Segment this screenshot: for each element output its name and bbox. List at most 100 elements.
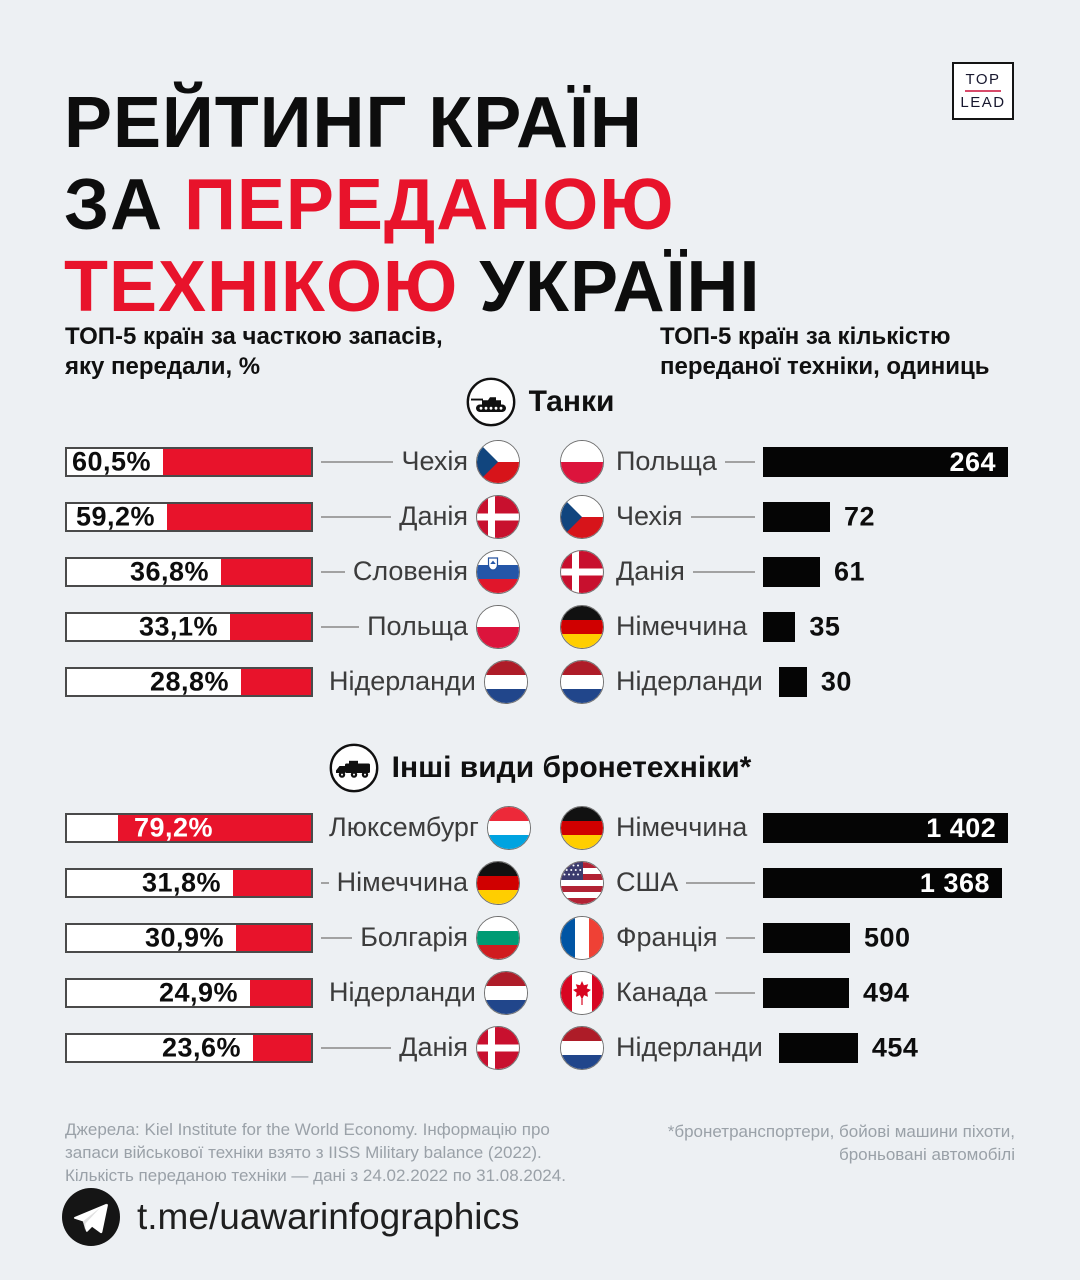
percent-bar-fill <box>221 558 311 585</box>
footnote-line1: *бронетранспортери, бойові машини піхоти… <box>667 1122 1015 1141</box>
count-value: 35 <box>809 611 841 641</box>
count-bar-zone: 454 <box>778 1032 1031 1063</box>
connector-line <box>690 515 755 518</box>
count-value: 500 <box>864 922 911 952</box>
right-column-header: ТОП-5 країн за кількістю переданої техні… <box>660 322 990 382</box>
chart-row: 36,8% Словенія Данія 61 <box>65 544 1015 599</box>
percent-bar: 60,5% <box>65 446 313 477</box>
country-label: Словенія <box>352 556 468 586</box>
count-bar <box>763 611 796 642</box>
percent-bar-fill <box>163 448 311 475</box>
connector-line <box>321 881 329 884</box>
count-value: 72 <box>844 501 876 531</box>
asterisk-footnote: *бронетранспортери, бойові машини піхоти… <box>668 1120 1015 1166</box>
connector-line <box>321 460 394 463</box>
left-bar-row: 24,9% Нідерланди <box>65 970 528 1015</box>
title-line3-red: ТЕХНІКОЮ <box>64 247 480 328</box>
right-bar-row: Німеччина 35 <box>560 604 1015 649</box>
country-label: Польща <box>616 446 717 476</box>
left-bar-row: 28,8% Нідерланди <box>65 659 528 704</box>
count-value: 264 <box>949 446 996 477</box>
count-value: 1 368 <box>919 867 990 898</box>
chart-row: 59,2% Данія Чехія 72 <box>65 489 1015 544</box>
country-label: Нідерланди <box>329 666 476 696</box>
count-bar: 264 <box>763 446 1008 477</box>
percent-bar-fill <box>118 814 311 841</box>
country-label: Чехія <box>401 446 468 476</box>
count-bar-zone: 500 <box>763 922 1015 953</box>
country-label: Данія <box>399 1032 468 1062</box>
percent-bar-fill <box>167 503 311 530</box>
percent-bar: 23,6% <box>65 1032 313 1063</box>
count-bar-zone: 72 <box>763 501 1015 532</box>
flag-luxembourg-icon <box>486 805 531 850</box>
footnote-line2: броньовані автомобілі <box>838 1145 1015 1164</box>
title-line2-red: ПЕРЕДАНОЮ <box>184 165 675 246</box>
title-line1: РЕЙТИНГ КРАЇН <box>64 83 643 164</box>
count-bar-zone: 1 402 <box>763 812 1015 843</box>
percent-label: 23,6% <box>161 1032 241 1062</box>
telegram-handle[interactable]: t.me/uawarinfographics <box>137 1196 520 1237</box>
left-bar-row: 33,1% Польща <box>65 604 520 649</box>
percent-bar-fill <box>241 668 311 695</box>
right-bar-row: Данія 61 <box>560 549 1015 594</box>
percent-bar-fill <box>250 979 311 1006</box>
country-label: Данія <box>399 501 468 531</box>
right-column-header-line2: переданої техніки, одиниць <box>660 353 990 380</box>
connector-line <box>715 991 755 994</box>
left-bar-row: 23,6% Данія <box>65 1025 520 1070</box>
flag-bulgaria-icon <box>476 915 520 960</box>
section-header: Інші види бронетехніки* <box>65 742 1015 794</box>
percent-bar: 24,9% <box>65 977 313 1008</box>
apc-icon <box>329 743 379 793</box>
percent-bar: 59,2% <box>65 501 313 532</box>
tank-icon <box>466 377 516 427</box>
chart-row: 60,5% Чехія Польща 264 <box>65 434 1015 489</box>
connector-line <box>321 570 345 573</box>
count-value: 454 <box>871 1032 919 1062</box>
percent-bar-fill <box>253 1034 311 1061</box>
count-bar <box>763 556 820 587</box>
count-bar: 1 402 <box>763 812 1009 843</box>
percent-bar: 79,2% <box>65 812 313 843</box>
connector-line <box>321 1046 392 1049</box>
country-label: Чехія <box>616 501 683 531</box>
percent-label: 60,5% <box>71 446 151 476</box>
telegram-link[interactable]: t.me/uawarinfographics <box>62 1188 520 1246</box>
connector-line <box>321 515 392 518</box>
country-label: Німеччина <box>336 867 468 897</box>
percent-label: 30,9% <box>144 922 224 952</box>
flag-poland-icon <box>560 439 604 484</box>
left-bar-row: 36,8% Словенія <box>65 549 520 594</box>
title-line3-black: УКРАЇНІ <box>479 247 761 328</box>
percent-label: 28,8% <box>149 666 229 696</box>
flag-poland-icon <box>476 604 520 649</box>
count-bar-zone: 1 368 <box>763 867 1015 898</box>
right-bar-row: Польща 264 <box>560 439 1015 484</box>
chart-row: 24,9% Нідерланди Канада 494 <box>65 965 1015 1020</box>
chart-row: 23,6% Данія Нідерланди 454 <box>65 1020 1015 1075</box>
count-bar <box>778 1032 858 1063</box>
section-title: Інші види бронетехніки* <box>391 751 752 784</box>
count-bar-zone: 35 <box>763 611 1015 642</box>
percent-bar-fill <box>233 869 311 896</box>
country-label: Канада <box>616 977 708 1007</box>
right-bar-row: Німеччина 1 402 <box>560 805 1015 850</box>
flag-netherlands-icon <box>560 659 604 704</box>
left-bar-row: 79,2% Люксембург <box>65 805 531 850</box>
flag-denmark-icon <box>560 549 604 594</box>
sources-line1: Джерела: Kiel Institute for the World Ec… <box>65 1120 550 1139</box>
connector-line <box>686 881 755 884</box>
flag-france-icon <box>560 915 604 960</box>
percent-bar: 28,8% <box>65 666 313 697</box>
count-bar-zone: 494 <box>763 977 1015 1008</box>
count-bar <box>778 666 807 697</box>
percent-label: 33,1% <box>138 611 218 641</box>
right-bar-row: Франція 500 <box>560 915 1015 960</box>
country-label: Нідерланди <box>616 1032 763 1062</box>
flag-czechia-icon <box>560 494 604 539</box>
flag-germany-icon <box>560 805 604 850</box>
flag-germany-icon <box>476 860 520 905</box>
section-other-armor: Інші види бронетехніки* 79,2% Люксембург Ні… <box>65 742 1015 1075</box>
